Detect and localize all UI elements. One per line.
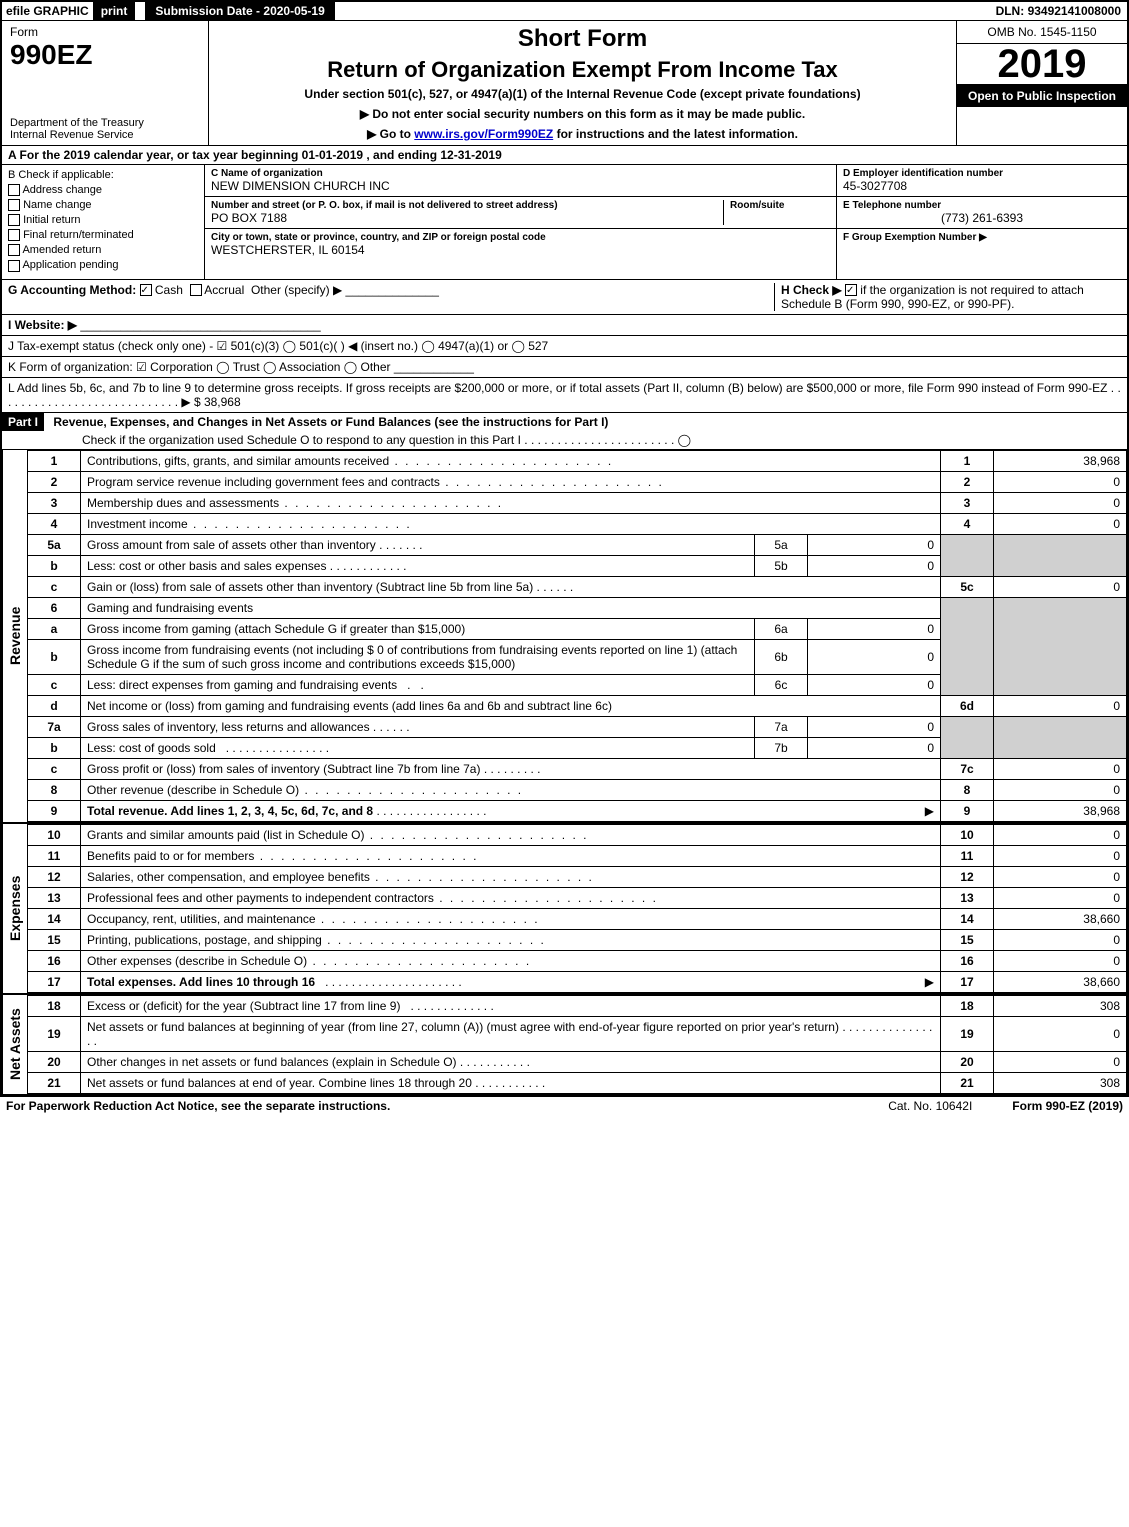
org-city: WESTCHERSTER, IL 60154 [211, 243, 830, 257]
notice-goto: ▶ Go to www.irs.gov/Form990EZ for instru… [367, 127, 798, 141]
d-ein-label: D Employer identification number [843, 168, 1121, 179]
line-17: 17Total expenses. Add lines 10 through 1… [28, 971, 1127, 992]
box-def: D Employer identification number 45-3027… [836, 165, 1127, 279]
under-section: Under section 501(c), 527, or 4947(a)(1)… [304, 87, 860, 101]
line-11: 11Benefits paid to or for members110 [28, 845, 1127, 866]
line-3: 3Membership dues and assessments30 [28, 492, 1127, 513]
paperwork-notice: For Paperwork Reduction Act Notice, see … [6, 1099, 390, 1113]
box-c: C Name of organization NEW DIMENSION CHU… [205, 165, 836, 279]
checkbox-cash[interactable] [140, 284, 152, 296]
line-14: 14Occupancy, rent, utilities, and mainte… [28, 908, 1127, 929]
header-right: OMB No. 1545-1150 2019 Open to Public In… [956, 21, 1127, 145]
sidebar-net-assets: Net Assets [2, 995, 27, 1094]
line-6: 6Gaming and fundraising events [28, 597, 1127, 618]
line-21: 21Net assets or fund balances at end of … [28, 1072, 1127, 1093]
row-j-tax-exempt: J Tax-exempt status (check only one) - ☑… [2, 336, 1127, 357]
catalog-number: Cat. No. 10642I [888, 1099, 972, 1113]
f-group-exemption: F Group Exemption Number ▶ [837, 229, 1127, 246]
part-i-label: Part I [2, 413, 44, 431]
line-6d: dNet income or (loss) from gaming and fu… [28, 695, 1127, 716]
form-label: Form [10, 25, 200, 39]
checkbox-accrual[interactable] [190, 284, 202, 296]
line-1: 1Contributions, gifts, grants, and simil… [28, 450, 1127, 471]
checkbox-address-change[interactable] [8, 184, 20, 196]
net-assets-table: 18Excess or (deficit) for the year (Subt… [27, 995, 1127, 1094]
box-b: B Check if applicable: Address change Na… [2, 165, 205, 279]
irs-link[interactable]: www.irs.gov/Form990EZ [414, 127, 553, 141]
row-h: H Check ▶ if the organization is not req… [774, 283, 1121, 311]
revenue-table: 1Contributions, gifts, grants, and simil… [27, 450, 1127, 822]
line-5a: 5aGross amount from sale of assets other… [28, 534, 1127, 555]
checkbox-initial-return[interactable] [8, 214, 20, 226]
irs-label: Internal Revenue Service [10, 129, 200, 141]
box-b-title: B Check if applicable: [8, 169, 198, 181]
line-15: 15Printing, publications, postage, and s… [28, 929, 1127, 950]
e-phone-label: E Telephone number [843, 200, 1121, 211]
open-public: Open to Public Inspection [957, 85, 1127, 107]
org-address: PO BOX 7188 [211, 211, 723, 225]
short-form-title: Short Form [518, 25, 647, 53]
header-center: Short Form Return of Organization Exempt… [209, 21, 956, 145]
org-name: NEW DIMENSION CHURCH INC [211, 179, 830, 193]
omb-number: OMB No. 1545-1150 [957, 21, 1127, 44]
checkbox-final-return[interactable] [8, 229, 20, 241]
sidebar-expenses: Expenses [2, 824, 27, 993]
line-12: 12Salaries, other compensation, and empl… [28, 866, 1127, 887]
c-name-label: C Name of organization [211, 168, 830, 179]
tax-year: 2019 [957, 44, 1127, 85]
line-9: 9Total revenue. Add lines 1, 2, 3, 4, 5c… [28, 800, 1127, 821]
print-link[interactable]: print [93, 2, 136, 20]
section-a-tax-year: A For the 2019 calendar year, or tax yea… [2, 146, 1127, 165]
row-l-gross-receipts: L Add lines 5b, 6c, and 7b to line 9 to … [2, 378, 1127, 413]
submission-date: Submission Date - 2020-05-19 [145, 2, 334, 20]
line-7a: 7aGross sales of inventory, less returns… [28, 716, 1127, 737]
efile-label: efile GRAPHIC [2, 2, 93, 20]
city-label: City or town, state or province, country… [211, 232, 830, 243]
line-2: 2Program service revenue including gover… [28, 471, 1127, 492]
sidebar-revenue: Revenue [2, 450, 27, 822]
ein: 45-3027708 [843, 179, 1121, 193]
row-i-website: I Website: ▶ ___________________________… [2, 315, 1127, 336]
form-reference: Form 990-EZ (2019) [1012, 1099, 1123, 1113]
row-k-org-form: K Form of organization: ☑ Corporation ◯ … [2, 357, 1127, 378]
checkbox-amended-return[interactable] [8, 244, 20, 256]
line-16: 16Other expenses (describe in Schedule O… [28, 950, 1127, 971]
checkbox-application-pending[interactable] [8, 260, 20, 272]
form-number: 990EZ [10, 39, 200, 71]
line-18: 18Excess or (deficit) for the year (Subt… [28, 995, 1127, 1016]
line-19: 19Net assets or fund balances at beginni… [28, 1016, 1127, 1051]
notice-ssn: ▶ Do not enter social security numbers o… [360, 107, 805, 121]
line-5c: cGain or (loss) from sale of assets othe… [28, 576, 1127, 597]
dln: DLN: 93492141008000 [996, 4, 1121, 18]
addr-label: Number and street (or P. O. box, if mail… [211, 200, 723, 211]
checkbox-name-change[interactable] [8, 199, 20, 211]
line-4: 4Investment income40 [28, 513, 1127, 534]
footer: For Paperwork Reduction Act Notice, see … [0, 1096, 1129, 1115]
line-10: 10Grants and similar amounts paid (list … [28, 824, 1127, 845]
checkbox-h[interactable] [845, 284, 857, 296]
dept-label: Department of the Treasury [10, 117, 200, 129]
return-title: Return of Organization Exempt From Incom… [327, 57, 838, 83]
row-g: G Accounting Method: Cash Accrual Other … [8, 283, 774, 311]
top-bar: efile GRAPHIC print Submission Date - 20… [2, 2, 1127, 21]
room-suite-label: Room/suite [723, 200, 830, 225]
line-8: 8Other revenue (describe in Schedule O)8… [28, 779, 1127, 800]
line-13: 13Professional fees and other payments t… [28, 887, 1127, 908]
part-i-title: Revenue, Expenses, and Changes in Net As… [47, 413, 614, 431]
header-left: Form 990EZ Department of the Treasury In… [2, 21, 209, 145]
part-i-check-o: Check if the organization used Schedule … [2, 431, 1127, 449]
phone: (773) 261-6393 [843, 211, 1121, 225]
expenses-table: 10Grants and similar amounts paid (list … [27, 824, 1127, 993]
line-20: 20Other changes in net assets or fund ba… [28, 1051, 1127, 1072]
line-7c: cGross profit or (loss) from sales of in… [28, 758, 1127, 779]
